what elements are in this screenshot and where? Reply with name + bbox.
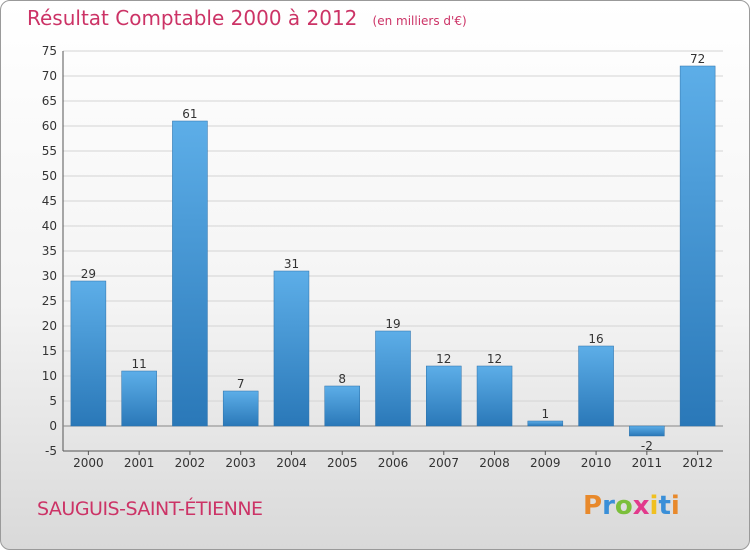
y-tick-label: 15 [42,344,57,358]
bar [70,280,107,427]
chart-title: Résultat Comptable 2000 à 2012 [27,6,358,30]
y-tick-label: 65 [42,94,57,108]
x-tick-label: 2012 [682,456,713,470]
bar [527,420,564,427]
x-tick-label: 2000 [73,456,104,470]
data-label: 16 [588,332,603,346]
y-tick-label: 40 [42,219,57,233]
x-tick-label: 2002 [175,456,206,470]
bar [324,385,360,427]
data-label: 7 [237,377,245,391]
y-tick-label: 30 [42,269,57,283]
x-tick-label: 2001 [124,456,155,470]
x-tick-label: 2005 [327,456,358,470]
logo-letter: o [614,491,633,521]
y-tick-label: 35 [42,244,57,258]
data-label: 61 [182,107,197,121]
data-label: 19 [385,317,400,331]
bar [121,370,157,427]
bar [578,345,614,427]
bars [70,65,716,437]
data-label: 72 [690,52,705,66]
y-tick-label: -5 [45,444,57,458]
y-tick-label: 25 [42,294,57,308]
y-tick-label: 0 [49,419,57,433]
x-tick-label: 2009 [530,456,561,470]
logo-letter: t [658,491,671,521]
y-tick-label: 45 [42,194,57,208]
y-tick-label: 5 [49,394,57,408]
logo-letter: P [583,491,603,521]
y-tick-label: 10 [42,369,57,383]
data-label: -2 [641,439,653,453]
bar [222,390,259,427]
bar [172,120,208,427]
x-tick-label: 2011 [632,456,663,470]
bar [629,425,665,437]
x-tick-label: 2007 [428,456,459,470]
logo-letter: i [649,491,659,521]
bar [679,65,716,427]
bar [273,270,310,427]
chart-unit: (en milliers d'€) [372,14,467,28]
data-label: 11 [132,357,147,371]
y-tick-label: 50 [42,169,57,183]
place-name: SAUGUIS-SAINT-ÉTIENNE [37,498,263,520]
y-tick-label: 60 [42,119,57,133]
logo-letter: r [602,491,615,521]
x-tick-label: 2008 [479,456,510,470]
data-label: 12 [487,352,502,366]
bar [375,330,411,427]
data-label: 29 [81,267,96,281]
x-tick-label: 2006 [378,456,409,470]
y-tick-label: 55 [42,144,57,158]
data-label: 8 [338,372,346,386]
x-tick-label: 2004 [276,456,307,470]
title-row: Résultat Comptable 2000 à 2012 (en milli… [27,6,467,30]
bar [476,365,513,427]
y-tick-label: 20 [42,319,57,333]
bar [426,365,462,427]
logo-letter: i [670,491,680,521]
data-label: 1 [541,407,549,421]
data-label: 12 [436,352,451,366]
labels: -5 0 5 10 15 20 25 30 35 40 45 50 55 60 65 70 75 2000 29 20… [42,44,713,470]
proxiti-logo: Proxiti [583,491,680,521]
logo-letter: x [632,491,650,521]
x-tick-label: 2010 [581,456,612,470]
x-tick-label: 2003 [225,456,256,470]
data-label: 31 [284,257,299,271]
y-tick-label: 70 [42,69,57,83]
y-tick-label: 75 [42,44,57,58]
